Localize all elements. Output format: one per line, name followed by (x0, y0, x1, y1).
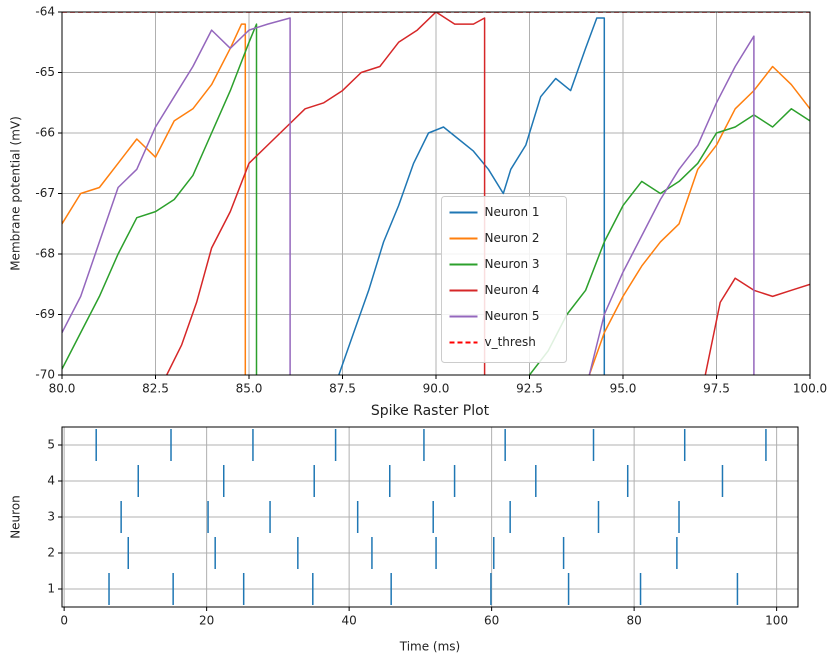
legend-label: Neuron 4 (485, 283, 540, 297)
y-tick-label: 2 (47, 546, 55, 560)
series-line (588, 65, 810, 375)
plot-area (62, 12, 810, 375)
x-tick-label: 95.0 (610, 382, 637, 396)
legend-label: v_thresh (485, 335, 536, 349)
x-tick-label: 60 (484, 614, 499, 628)
plot: 0 20 40 60 80 100 1 2 3 4 5 Spike Raster Plot Time (… (9, 403, 799, 654)
x-tick-label: 100.0 (793, 382, 827, 396)
x-tick-label: 90.0 (423, 382, 450, 396)
series-line (166, 12, 486, 375)
x-tick-label: 20 (199, 614, 214, 628)
x-tick-label: 80 (626, 614, 641, 628)
series-line (338, 17, 606, 375)
y-tick-label: 1 (47, 582, 55, 596)
legend-label: Neuron 2 (485, 231, 540, 245)
y-tick-label: 5 (47, 438, 55, 452)
series-line (62, 23, 258, 375)
plot: 80.0 82.5 85.0 87.5 90.0 92.5 95.0 97.5 100.0 -70… (9, 5, 828, 396)
y-tick-label: -69 (35, 307, 55, 321)
axes-frame (61, 426, 799, 608)
x-tick-label: 92.5 (516, 382, 543, 396)
y-tick-label: -67 (35, 186, 55, 200)
chart-title: Spike Raster Plot (371, 403, 490, 419)
x-tick-label: 40 (341, 614, 356, 628)
series-line (528, 108, 810, 375)
y-axis-label: Membrane potential (mV) (9, 116, 23, 271)
y-tick-label: -70 (35, 368, 55, 382)
x-tick-label: 97.5 (703, 382, 730, 396)
y-tick-label: 4 (47, 474, 55, 488)
x-tick-label: 85.0 (236, 382, 263, 396)
legend-label: Neuron 3 (485, 257, 540, 271)
x-tick-label: 0 (60, 614, 68, 628)
plot-area (95, 429, 767, 605)
series-line (62, 17, 291, 375)
y-axis-label: Neuron (9, 495, 23, 539)
x-tick-label: 87.5 (329, 382, 356, 396)
legend: Neuron 1 Neuron 2 Neuron 3 Neuron 4 Neuron 5… (441, 196, 567, 363)
x-tick-label: 80.0 (49, 382, 76, 396)
y-tick-label: -68 (35, 247, 55, 261)
y-tick-label: -64 (35, 5, 55, 19)
series-line (588, 35, 755, 375)
series-line (62, 23, 247, 375)
axes-frame (61, 11, 811, 376)
legend-label: Neuron 5 (485, 309, 540, 323)
y-tick-label: 3 (47, 510, 55, 524)
x-axis-label: Time (ms) (399, 640, 461, 654)
x-tick-label: 100 (765, 614, 788, 628)
y-tick-label: -65 (35, 65, 55, 79)
y-tick-label: -66 (35, 126, 55, 140)
legend-label: Neuron 1 (485, 205, 540, 219)
series-line (704, 277, 810, 375)
x-tick-label: 82.5 (142, 382, 169, 396)
